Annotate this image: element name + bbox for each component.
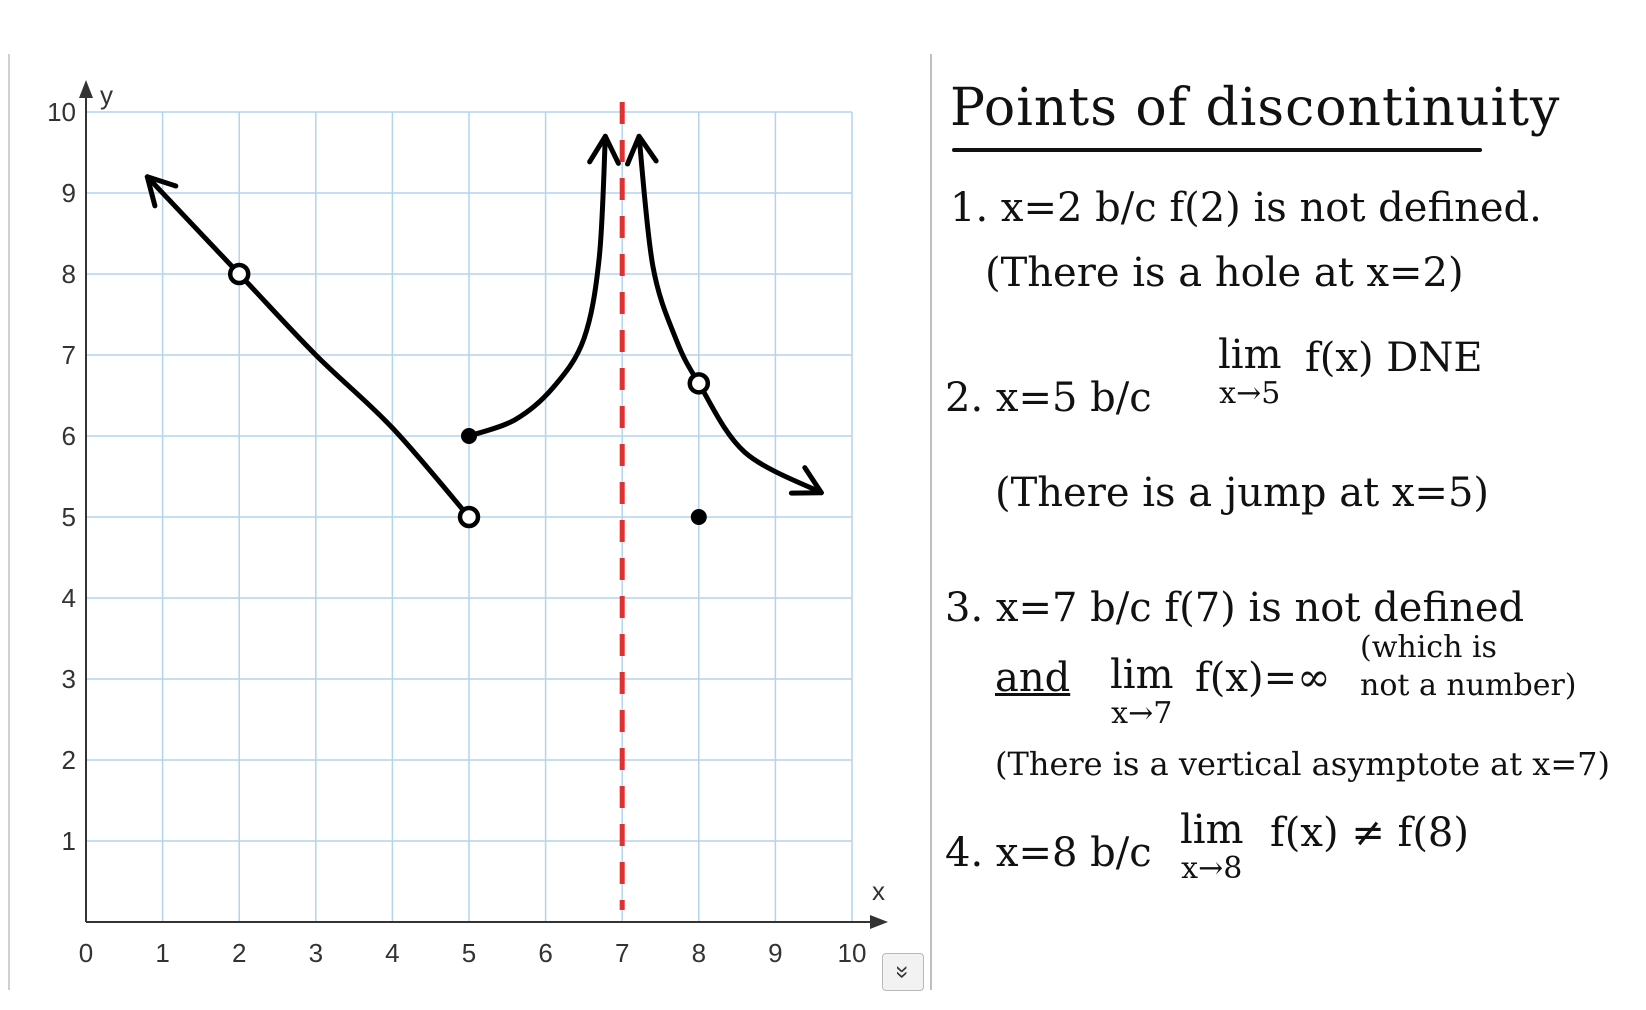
open-point (457, 505, 481, 529)
curve-arrowhead-icon (587, 133, 621, 166)
y-tick-label: 2 (62, 745, 76, 775)
curve-piece-2 (466, 133, 608, 439)
x-tick-label: 7 (615, 938, 629, 968)
graph: 0 1 2 3 4 5 6 7 8 9 10 1 2 3 4 5 6 7 8 9 10 x y (47, 80, 888, 968)
function-curves (144, 133, 824, 520)
axes (79, 80, 888, 929)
item2-rest: f(x) DNE (1305, 335, 1483, 381)
x-tick-label: 0 (79, 938, 93, 968)
notes-panel: Points of discontinuity 1. x=2 b/c f(2) … (940, 70, 1630, 970)
x-tick-label: 3 (309, 938, 323, 968)
item3-paren-top: (which is (1360, 630, 1497, 665)
curve-arrowhead-icon (788, 465, 824, 496)
double-chevron-down-icon: » (889, 965, 917, 979)
y-tick-label: 7 (62, 340, 76, 370)
item3-paren-bottom: not a number) (1360, 668, 1577, 703)
item1-line2: (There is a hole at x=2) (985, 250, 1464, 296)
open-point (227, 262, 251, 286)
open-point (687, 372, 711, 395)
x-tick-label: 9 (768, 938, 782, 968)
panel-divider (930, 54, 932, 990)
curve-arrowhead-icon (625, 133, 659, 167)
notes-title: Points of discontinuity (950, 78, 1561, 138)
item2-limit: lim x→5 (1218, 335, 1282, 409)
curve-piece-1 (144, 174, 472, 520)
x-tick-label: 4 (385, 938, 399, 968)
item3-lim-word: lim (1110, 652, 1174, 698)
item4-rest: f(x) ≠ f(8) (1270, 810, 1469, 856)
y-tick-label: 8 (62, 259, 76, 289)
item3-and: and (995, 655, 1071, 701)
y-tick-label: 4 (62, 583, 76, 613)
closed-point (690, 509, 707, 525)
x-tick-label: 8 (692, 938, 706, 968)
item2-main: 2. x=5 b/c (945, 375, 1152, 421)
y-tick-label: 10 (47, 97, 76, 127)
item2-line2: (There is a jump at x=5) (995, 470, 1490, 516)
item3-rest: f(x)=∞ (1195, 655, 1331, 701)
item3-line1: 3. x=7 b/c f(7) is not defined (945, 585, 1525, 631)
item4-main: 4. x=8 b/c (945, 830, 1152, 876)
x-axis-arrow-icon (870, 915, 888, 929)
y-axis-arrow-icon (79, 80, 93, 98)
function-points (227, 262, 711, 529)
y-axis-label: y (100, 80, 113, 110)
item2-lim-word: lim (1218, 332, 1282, 378)
y-tick-label: 3 (62, 664, 76, 694)
item3-line3: (There is a vertical asymptote at x=7) (995, 745, 1610, 783)
y-tick-label: 6 (62, 421, 76, 451)
x-tick-label: 10 (838, 938, 867, 968)
item2-lim-sub: x→5 (1219, 376, 1281, 411)
x-tick-label: 1 (155, 938, 169, 968)
closed-point (461, 428, 477, 444)
title-underline (952, 148, 1482, 152)
x-tick-label: 6 (538, 938, 552, 968)
item4-lim-word: lim (1180, 807, 1244, 853)
item3-limit: lim x→7 (1110, 655, 1174, 729)
item1-line1: 1. x=2 b/c f(2) is not defined. (950, 185, 1542, 231)
item4-lim-sub: x→8 (1181, 851, 1243, 886)
x-tick-label: 2 (232, 938, 246, 968)
tick-labels: 0 1 2 3 4 5 6 7 8 9 10 1 2 3 4 5 6 7 8 9 10 (47, 97, 866, 968)
y-tick-label: 5 (62, 502, 76, 532)
frame-left-border (8, 54, 10, 990)
item4-limit: lim x→8 (1180, 810, 1244, 884)
y-tick-label: 1 (62, 826, 76, 856)
y-tick-label: 9 (62, 178, 76, 208)
expand-button[interactable]: » (882, 953, 924, 991)
curve-piece-3 (636, 133, 824, 496)
curve-arrowhead-icon (144, 174, 179, 209)
x-axis-label: x (872, 876, 885, 906)
x-tick-label: 5 (462, 938, 476, 968)
item3-lim-sub: x→7 (1111, 696, 1173, 731)
